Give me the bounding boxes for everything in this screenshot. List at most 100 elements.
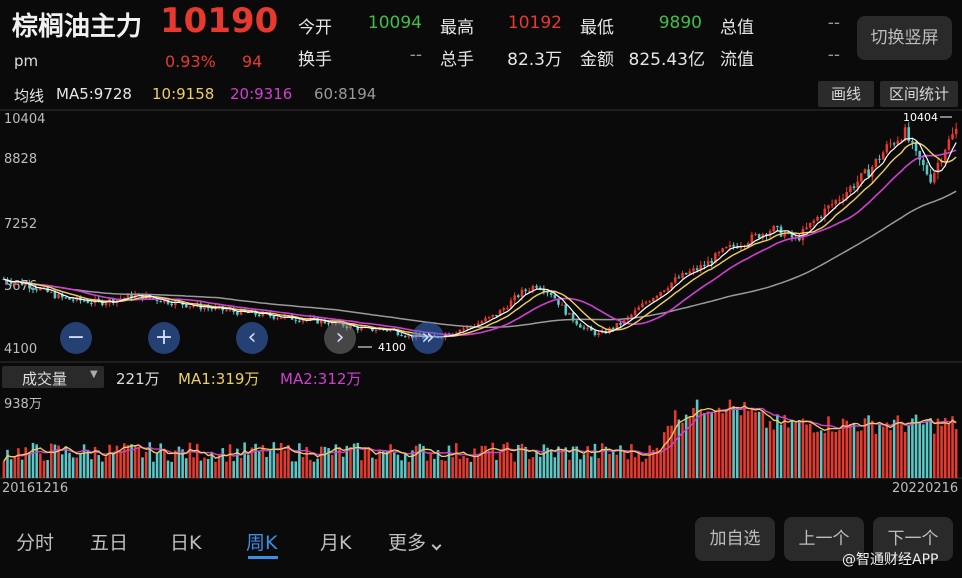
- volume-bar: [754, 412, 757, 478]
- volume-bar: [148, 442, 152, 478]
- draw-line-button[interactable]: 画线: [818, 81, 874, 107]
- candle-body: [852, 186, 856, 188]
- candle-body: [860, 173, 863, 182]
- volume-bar: [498, 452, 502, 478]
- candle-body: [480, 321, 484, 324]
- candle-body: [170, 303, 173, 306]
- candle-body: [64, 297, 68, 299]
- candle-body: [611, 327, 615, 329]
- volume-bar: [615, 454, 619, 478]
- zoom-out-button[interactable]: −: [60, 322, 92, 354]
- candle-body: [484, 318, 487, 322]
- candle-body: [407, 334, 411, 337]
- volume-bar: [192, 457, 195, 478]
- volume-bar: [779, 424, 783, 478]
- volume-ma1: MA1:319万: [178, 370, 260, 388]
- candle-body: [900, 140, 903, 142]
- candle-body: [531, 286, 535, 291]
- next-instrument-button[interactable]: 下一个: [873, 517, 953, 561]
- volume-bar: [834, 431, 838, 478]
- ma10-line: [3, 141, 957, 338]
- tab-intraday[interactable]: 分时: [16, 532, 55, 554]
- volume-bar: [874, 433, 878, 478]
- volume-bar: [922, 424, 925, 478]
- candle-body: [53, 291, 57, 299]
- candle-body: [666, 288, 670, 291]
- candle-body: [925, 165, 929, 175]
- candle-body: [746, 243, 750, 246]
- candle-body: [714, 253, 717, 264]
- tab-five-day[interactable]: 五日: [90, 532, 129, 554]
- candle-body: [619, 323, 622, 325]
- volume-bar: [586, 446, 589, 478]
- watermark: @智通财经APP: [842, 552, 939, 568]
- jump-latest-button[interactable]: »: [412, 322, 444, 354]
- candle-body: [903, 127, 907, 141]
- volume-bar: [272, 442, 276, 478]
- candle-body: [524, 289, 527, 292]
- tab-daily-k[interactable]: 日K: [170, 532, 202, 554]
- volume-bar: [495, 459, 498, 478]
- volume-bar: [739, 415, 743, 478]
- volume-bar: [13, 456, 17, 478]
- volume-bar: [750, 409, 754, 478]
- zoom-in-button[interactable]: +: [148, 322, 180, 354]
- candle-body: [455, 332, 458, 334]
- volume-chart[interactable]: [0, 392, 962, 480]
- volume-bar: [604, 446, 608, 478]
- volume-bar: [808, 423, 812, 478]
- tab-more[interactable]: 更多: [388, 532, 427, 554]
- candle-body: [458, 329, 462, 333]
- quote-label-open: 今开: [298, 18, 332, 38]
- candle-body: [699, 264, 703, 270]
- tab-weekly-k[interactable]: 周K: [246, 532, 278, 554]
- volume-bar: [652, 450, 655, 478]
- candle-body: [35, 289, 38, 291]
- range-stats-button[interactable]: 区间统计: [880, 81, 958, 107]
- move-right-button[interactable]: ›: [324, 322, 356, 354]
- quote-label-high: 最高: [440, 18, 474, 38]
- candle-body: [757, 234, 761, 239]
- volume-bar: [126, 444, 130, 478]
- previous-instrument-button[interactable]: 上一个: [784, 517, 864, 561]
- add-watchlist-button[interactable]: 加自选: [695, 517, 775, 561]
- volume-bar: [794, 422, 797, 478]
- candle-body: [870, 166, 874, 177]
- volume-bar: [155, 452, 159, 478]
- volume-bar: [206, 458, 210, 478]
- volume-bar: [130, 444, 133, 478]
- tab-monthly-k[interactable]: 月K: [320, 532, 352, 554]
- volume-bar: [82, 444, 86, 478]
- candle-body: [936, 162, 940, 173]
- candle-body: [276, 317, 279, 319]
- candle-body: [272, 316, 276, 319]
- volume-bar: [312, 461, 316, 478]
- volume-bar: [144, 451, 148, 478]
- candle-body: [542, 289, 546, 293]
- candle-body: [192, 306, 195, 308]
- candle-body: [885, 144, 889, 153]
- candle-body: [819, 216, 823, 218]
- candle-body: [60, 294, 64, 298]
- quote-value-low: 9890: [658, 13, 702, 33]
- candlestick-chart[interactable]: 10404 4100: [0, 108, 962, 364]
- volume-bar: [451, 457, 454, 478]
- indicator-selector[interactable]: 成交量 ▼: [2, 366, 104, 388]
- switch-portrait-button[interactable]: 切换竖屏: [857, 16, 952, 60]
- volume-bar: [600, 443, 604, 478]
- volume-bar: [484, 445, 487, 478]
- volume-bar: [699, 410, 703, 478]
- candle-body: [90, 302, 93, 304]
- indicator-selector-label: 成交量: [22, 370, 68, 388]
- candle-body: [586, 327, 589, 329]
- candle-body: [874, 158, 878, 167]
- volume-bar: [2, 461, 6, 478]
- volume-bar: [878, 424, 881, 478]
- volume-bar: [414, 445, 418, 478]
- move-left-button[interactable]: ‹: [236, 322, 268, 354]
- volume-bar: [195, 443, 199, 478]
- ma5-line: [3, 137, 957, 338]
- volume-bar: [476, 456, 480, 478]
- volume-bar: [568, 459, 571, 478]
- candle-body: [677, 277, 681, 279]
